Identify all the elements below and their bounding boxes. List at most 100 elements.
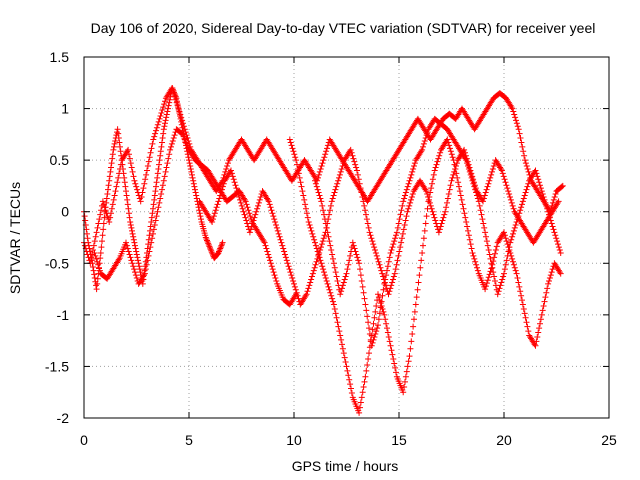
data-point: [159, 186, 165, 193]
data-point: [158, 191, 165, 198]
data-point: [411, 163, 417, 170]
data-point: [325, 216, 332, 223]
chart-title: Day 106 of 2020, Sidereal Day-to-day VTE…: [91, 20, 596, 36]
data-point: [553, 235, 560, 242]
data-point: [319, 263, 326, 270]
data-point: [421, 137, 428, 144]
data-point: [356, 180, 363, 187]
data-point: [134, 254, 141, 261]
data-point: [448, 177, 455, 184]
data-point: [147, 244, 154, 251]
data-point: [205, 241, 212, 248]
data-point: [320, 157, 327, 164]
data-point: [500, 273, 507, 280]
data-point: [115, 174, 122, 181]
data-point: [491, 273, 498, 280]
data-point: [537, 182, 543, 189]
data-point: [286, 136, 293, 143]
data-point: [402, 189, 409, 196]
y-tick-label: -2: [57, 410, 70, 426]
data-point: [154, 174, 161, 181]
data-point: [288, 142, 295, 149]
data-point: [145, 158, 152, 165]
data-point: [325, 233, 332, 240]
data-point: [219, 239, 226, 246]
data-point: [538, 188, 545, 195]
data-point: [364, 313, 371, 320]
data-point: [188, 168, 195, 175]
data-point: [467, 167, 474, 174]
data-point: [150, 136, 157, 143]
data-point: [408, 193, 415, 200]
data-point: [120, 170, 127, 177]
data-point: [113, 183, 120, 190]
data-point: [160, 104, 167, 111]
data-point: [245, 207, 252, 214]
data-point: [392, 364, 399, 371]
data-point: [174, 101, 181, 108]
data-point: [372, 308, 379, 315]
data-point: [408, 338, 415, 345]
data-point: [404, 183, 411, 190]
data-point: [95, 261, 102, 268]
data-point: [347, 252, 354, 259]
data-point: [418, 257, 425, 264]
data-point: [106, 177, 113, 184]
data-point: [544, 205, 551, 212]
data-point: [340, 160, 347, 167]
data-point: [127, 254, 134, 261]
data-point: [119, 161, 126, 168]
data-point: [430, 211, 437, 218]
data-point: [192, 189, 199, 196]
data-point: [406, 177, 413, 184]
data-point: [400, 198, 407, 205]
data-point: [449, 174, 456, 181]
data-point: [509, 255, 516, 262]
data-point: [435, 229, 442, 236]
data-point: [125, 248, 132, 255]
data-point: [321, 269, 327, 276]
data-point: [308, 227, 315, 234]
data-point: [270, 213, 277, 220]
data-point: [535, 329, 542, 336]
data-point: [431, 214, 438, 221]
data-point: [279, 242, 286, 249]
data-point: [157, 152, 164, 159]
data-point: [304, 214, 311, 221]
data-point: [248, 223, 255, 230]
data-point: [391, 270, 398, 277]
data-point: [91, 271, 98, 278]
data-point: [153, 213, 160, 220]
data-point: [426, 196, 432, 203]
data-point: [365, 319, 372, 326]
data-point: [393, 261, 400, 268]
data-point: [506, 191, 513, 198]
data-point: [480, 195, 487, 202]
data-point: [153, 183, 159, 190]
data-point: [376, 310, 383, 317]
data-point: [223, 165, 230, 172]
data-point: [443, 204, 450, 211]
data-point: [90, 263, 96, 270]
data-point: [349, 239, 356, 246]
data-point: [337, 168, 344, 175]
data-point: [103, 199, 110, 206]
data-point: [376, 261, 383, 268]
data-point: [313, 258, 320, 265]
data-point: [487, 174, 494, 181]
y-tick-labels: -2 -1.5 -1 -0.5 0 0.5 1 1.5: [45, 49, 69, 426]
data-point: [108, 205, 115, 212]
data-point: [317, 257, 324, 264]
data-point: [533, 338, 540, 345]
data-point: [360, 198, 367, 205]
data-point: [521, 192, 528, 199]
data-point: [332, 310, 339, 317]
data-point: [136, 263, 143, 270]
data-point: [95, 220, 102, 227]
data-point: [244, 220, 251, 227]
data-point: [353, 251, 360, 258]
data-point: [488, 260, 495, 267]
data-point: [388, 282, 395, 289]
data-point: [387, 342, 394, 349]
data-point: [486, 251, 493, 258]
